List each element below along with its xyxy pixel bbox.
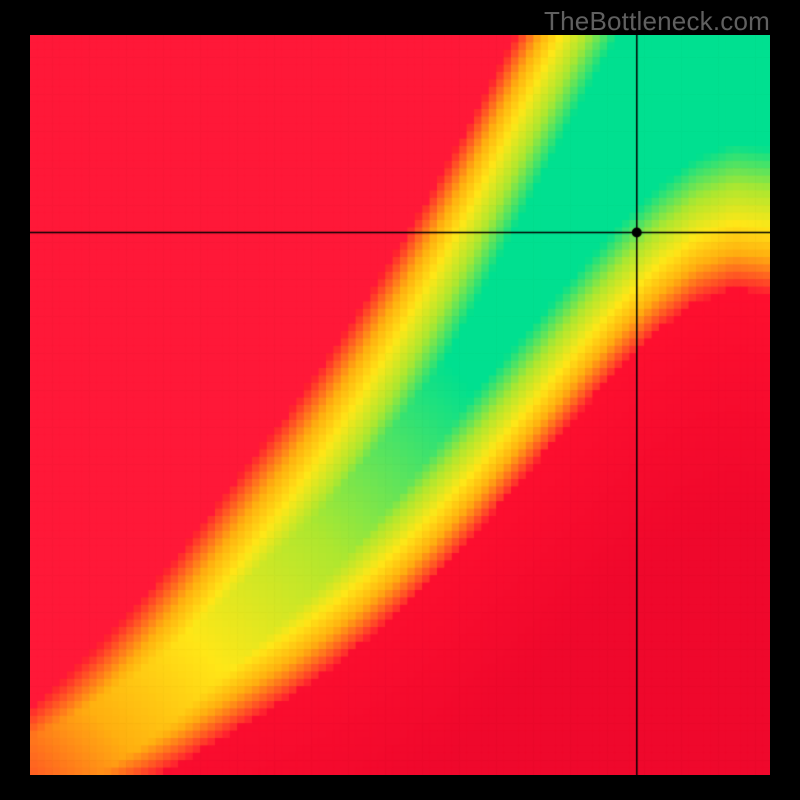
- chart-container: TheBottleneck.com: [0, 0, 800, 800]
- bottleneck-heatmap: [30, 35, 770, 775]
- watermark-text: TheBottleneck.com: [544, 6, 770, 37]
